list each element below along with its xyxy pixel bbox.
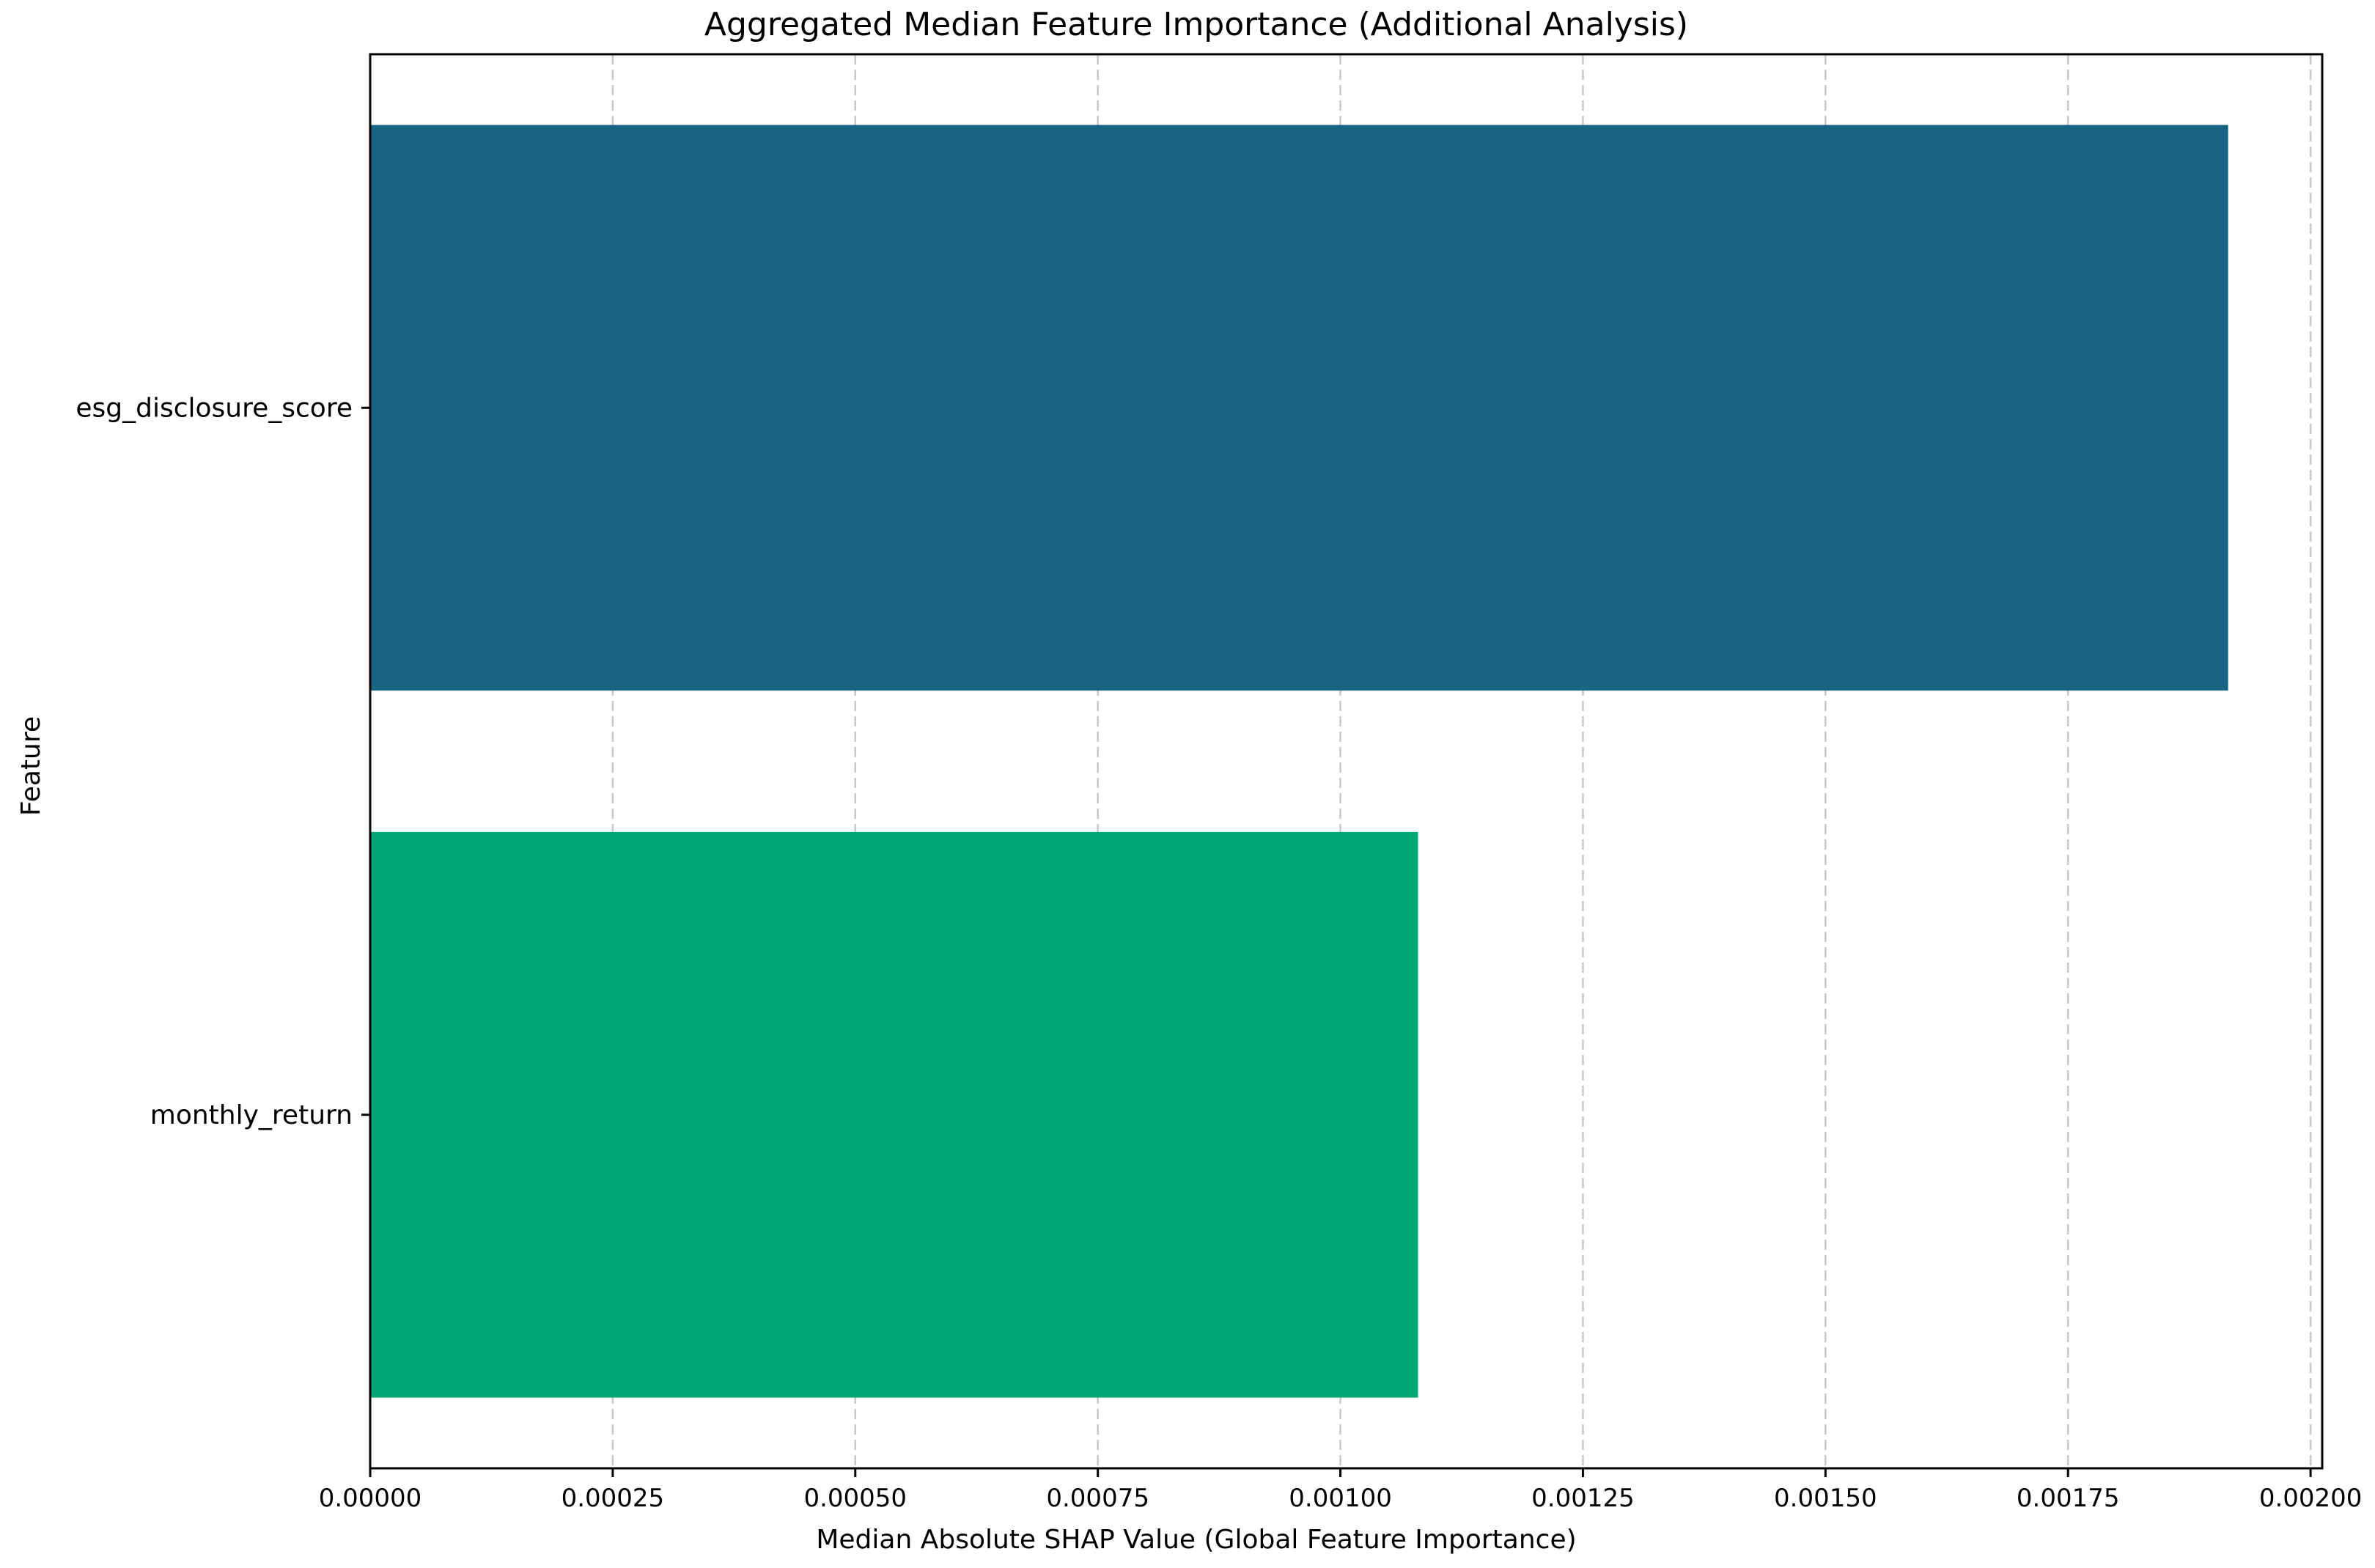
x-tick-label: 0.00150: [1774, 1484, 1877, 1513]
x-tick-label: 0.00000: [319, 1484, 422, 1513]
bar-esg-disclosure-score: [370, 125, 2228, 691]
bar-monthly-return: [370, 831, 1418, 1398]
y-tick-layer: esg_disclosure_score monthly_return: [76, 393, 370, 1130]
x-tick-label: 0.00025: [561, 1484, 665, 1513]
y-tick-label: esg_disclosure_score: [76, 393, 353, 423]
x-tick-layer: 0.00000 0.00025 0.00050 0.00075 0.00100 0.001…: [319, 1468, 2363, 1513]
plot-frame: [369, 53, 2324, 1470]
x-tick-label: 0.00050: [803, 1484, 907, 1513]
chart-title: Aggregated Median Feature Importance (Ad…: [704, 6, 1688, 43]
x-tick-label: 0.00075: [1046, 1484, 1149, 1513]
x-tick-label: 0.00100: [1289, 1484, 1392, 1513]
x-tick-label: 0.00125: [1531, 1484, 1635, 1513]
y-tick-label: monthly_return: [150, 1100, 353, 1130]
x-tick-label: 0.00200: [2259, 1484, 2363, 1513]
y-axis-label: Feature: [16, 716, 46, 816]
x-axis-label: Median Absolute SHAP Value (Global Featu…: [816, 1525, 1576, 1555]
bar-layer: [370, 125, 2228, 1398]
x-tick-label: 0.00175: [2017, 1484, 2120, 1513]
